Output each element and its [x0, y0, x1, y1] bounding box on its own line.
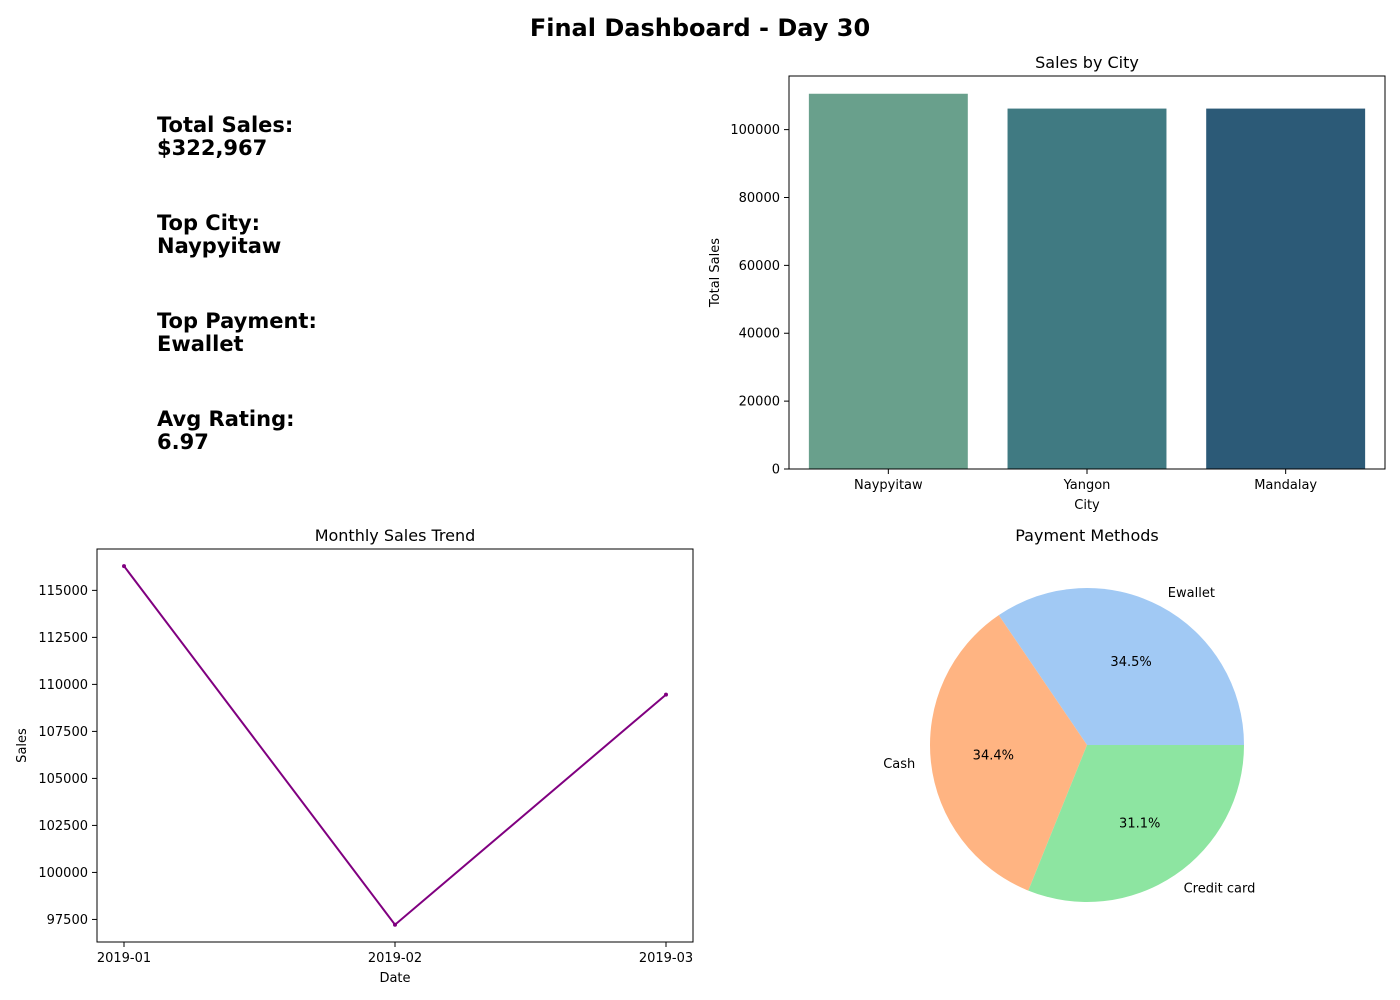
- slice-label: Ewallet: [1168, 586, 1215, 601]
- kpi-total-sales: Total Sales: $322,967: [157, 114, 293, 160]
- x-tick-label: Naypyitaw: [854, 478, 923, 493]
- kpi-top-payment: Top Payment: Ewallet: [157, 310, 317, 356]
- y-axis-label: Total Sales: [708, 238, 723, 308]
- x-axis-label: Date: [379, 971, 410, 986]
- y-tick-label: 0: [772, 463, 780, 478]
- payment-methods-chart: Ewallet 34.5% Cash 34.4% Credit card 31.1% Pay…: [883, 526, 1255, 902]
- x-tick-label: Mandalay: [1254, 478, 1317, 493]
- kpi-label: Top Payment:: [157, 309, 317, 333]
- bar-mandalay: [1206, 108, 1366, 469]
- y-axis-label: Sales: [15, 728, 30, 763]
- bar-naypyitaw: [808, 93, 968, 469]
- kpi-value: Ewallet: [157, 332, 244, 356]
- x-tick-label: Yangon: [1063, 478, 1111, 493]
- bar-yangon: [1007, 108, 1167, 469]
- x-tick-label: 2019-01: [97, 951, 151, 966]
- slice-credit-card: [1028, 745, 1244, 902]
- slice-percent: 34.4%: [973, 749, 1014, 764]
- slice-label: Cash: [883, 757, 915, 772]
- slice-ewallet: [998, 588, 1244, 745]
- slice-percent: 31.1%: [1119, 817, 1160, 832]
- y-tick-label: 110000: [38, 678, 88, 693]
- kpi-value: 6.97: [157, 430, 209, 454]
- kpi-avg-rating: Avg Rating: 6.97: [157, 408, 295, 454]
- plot-frame: [96, 548, 694, 943]
- y-tick-label: 115000: [38, 584, 88, 599]
- sales-line: [123, 565, 667, 927]
- y-tick-label: 60000: [739, 259, 780, 274]
- x-axis-label: City: [1074, 498, 1100, 513]
- kpi-label: Top City:: [157, 211, 261, 235]
- slice-cash: [930, 615, 1087, 891]
- sales-by-city-chart: 0 20000 40000 60000 80000 100000 Naypyitaw Yang…: [708, 53, 1386, 513]
- y-tick-label: 97500: [47, 913, 88, 928]
- slice-percent: 34.5%: [1110, 655, 1151, 670]
- kpi-value: $322,967: [157, 136, 268, 160]
- data-point: [393, 922, 397, 927]
- data-point: [664, 692, 668, 697]
- y-tick-label: 40000: [739, 327, 780, 342]
- x-tick-label: 2019-03: [639, 951, 693, 966]
- chart-title: Monthly Sales Trend: [315, 526, 476, 545]
- y-tick-label: 102500: [38, 819, 88, 834]
- chart-title: Sales by City: [1035, 53, 1139, 72]
- y-tick-label: 107500: [38, 725, 88, 740]
- chart-title: Payment Methods: [1015, 526, 1158, 545]
- slice-label: Credit card: [1184, 882, 1256, 897]
- y-tick-label: 80000: [739, 191, 780, 206]
- data-point: [122, 564, 126, 569]
- y-tick-label: 105000: [38, 772, 88, 787]
- kpi-label: Avg Rating:: [157, 407, 295, 431]
- y-tick-label: 112500: [38, 631, 88, 646]
- monthly-sales-trend-chart: 97500 100000 102500 105000 107500 110000 11250…: [15, 526, 694, 986]
- y-tick-label: 100000: [730, 123, 780, 138]
- y-tick-label: 20000: [739, 395, 780, 410]
- y-tick-label: 100000: [38, 866, 88, 881]
- kpi-top-city: Top City: Naypyitaw: [157, 212, 281, 258]
- dashboard-title: Final Dashboard - Day 30: [529, 14, 871, 42]
- kpi-value: Naypyitaw: [157, 234, 282, 258]
- kpi-label: Total Sales:: [157, 113, 294, 137]
- x-tick-label: 2019-02: [368, 951, 422, 966]
